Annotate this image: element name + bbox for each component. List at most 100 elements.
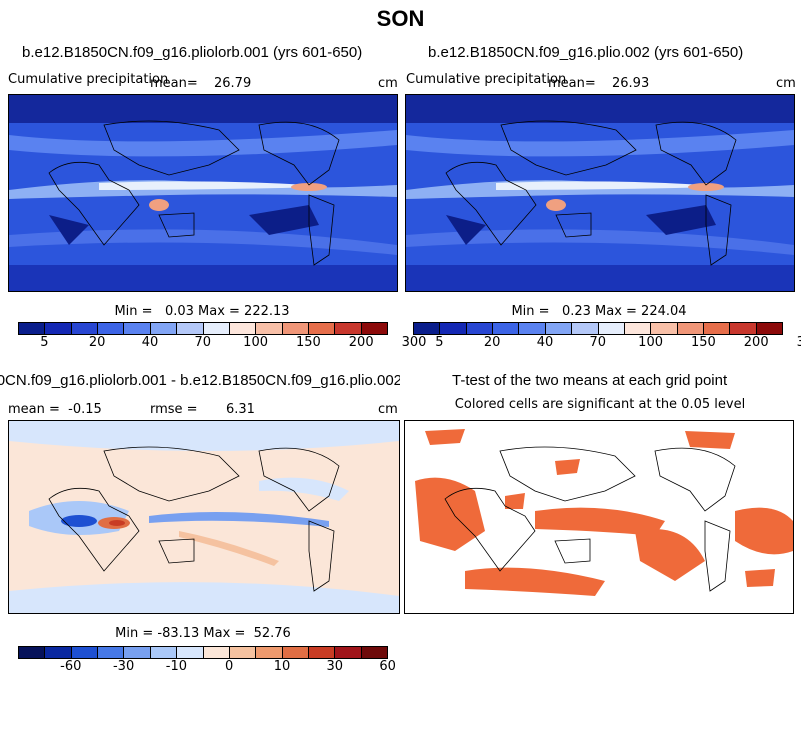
colorbar-swatch <box>71 323 99 334</box>
colorbar-tick-label: 150 <box>690 335 716 350</box>
colorbar-swatch <box>98 323 125 334</box>
colorbar-tick-label: 70 <box>194 335 212 350</box>
colorbar-swatch <box>203 323 230 334</box>
colorbar-swatch <box>256 647 283 658</box>
colorbar-swatch <box>703 323 731 334</box>
colorbar-tick-label: 20 <box>88 335 106 350</box>
colorbar-swatch <box>19 647 46 658</box>
colorbar-tick-label: 300 <box>796 335 801 350</box>
colorbar-tick-label: 150 <box>295 335 321 350</box>
panel3-title-clip: b.e12.B1850CN.f09_g16.pliolorb.001 - b.e… <box>0 372 400 392</box>
panel3-rmse-label: rmse = <box>150 402 198 417</box>
colorbar-tick-label: 40 <box>141 335 159 350</box>
colorbar-swatch <box>598 323 625 334</box>
colorbar-tick-label: 300 <box>401 335 427 350</box>
colorbar-tick-label: 0 <box>225 659 234 674</box>
colorbar-swatch <box>624 323 652 334</box>
panel1-colorbar-strip <box>18 322 388 335</box>
panel1-unit: cm <box>378 76 398 91</box>
colorbar-tick-label: 20 <box>483 335 501 350</box>
panel3-mean: mean = -0.15 <box>8 402 102 417</box>
panel1-left-label: Cumulative precipitation <box>8 72 169 87</box>
panel3-min-max: Min = -83.13 Max = 52.76 <box>115 626 291 641</box>
panel2-min-max: Min = 0.23 Max = 224.04 <box>511 304 687 319</box>
panel2-colorbar: 5 20 40 70 100 150 200 300 <box>413 322 801 351</box>
colorbar-swatch <box>282 647 309 658</box>
colorbar-swatch <box>651 323 678 334</box>
panel4-map <box>404 420 794 614</box>
colorbar-swatch <box>282 323 309 334</box>
colorbar-swatch <box>519 323 546 334</box>
colorbar-swatch <box>493 323 520 334</box>
colorbar-tick-label: 60 <box>379 659 396 674</box>
colorbar-tick-label: 100 <box>243 335 269 350</box>
colorbar-tick-label: 5 <box>435 335 444 350</box>
panel4-subtitle: Colored cells are significant at the 0.0… <box>454 397 746 412</box>
colorbar-swatch <box>229 323 257 334</box>
colorbar-swatch <box>256 323 283 334</box>
panel3-diff-field <box>9 421 399 613</box>
colorbar-tick-label: -60 <box>60 659 82 674</box>
colorbar-swatch <box>335 323 362 334</box>
colorbar-swatch <box>572 323 599 334</box>
colorbar-swatch <box>177 647 204 658</box>
colorbar-swatch <box>756 323 783 334</box>
colorbar-swatch <box>440 323 467 334</box>
colorbar-swatch <box>177 323 204 334</box>
panel1-colorbar: 5 20 40 70 100 150 200 300 <box>18 322 426 351</box>
colorbar-swatch <box>308 323 336 334</box>
colorbar-swatch <box>545 323 573 334</box>
colorbar-tick-label: 100 <box>638 335 664 350</box>
panel1-mean-label: mean= <box>150 76 198 91</box>
colorbar-swatch <box>19 323 46 334</box>
colorbar-tick-label: 70 <box>589 335 607 350</box>
colorbar-tick-label: -10 <box>165 659 188 674</box>
colorbar-swatch <box>150 647 178 658</box>
colorbar-swatch <box>414 323 441 334</box>
colorbar-tick-label: 30 <box>326 659 344 674</box>
panel4-title: T-test of the two means at each grid poi… <box>452 372 728 389</box>
panel2-colorbar-ticks: 5 20 40 70 100 150 200 300 <box>413 335 801 351</box>
panel1-mean-value: 26.79 <box>214 76 252 91</box>
panel3-map <box>8 420 400 614</box>
colorbar-swatch <box>361 323 388 334</box>
panel3-unit: cm <box>378 402 398 417</box>
panel1-precip-field <box>9 95 397 291</box>
panel3-rmse-value: 6.31 <box>226 402 255 417</box>
colorbar-swatch <box>361 647 388 658</box>
colorbar-tick-label: 5 <box>40 335 49 350</box>
colorbar-tick-label: 10 <box>273 659 291 674</box>
panel1-title: b.e12.B1850CN.f09_g16.pliolorb.001 (yrs … <box>22 44 363 61</box>
panel3-colorbar: -60 -30 -10 0 10 30 60 <box>18 646 396 675</box>
colorbar-swatch <box>71 647 99 658</box>
panel3-colorbar-strip <box>18 646 388 659</box>
panel1-map <box>8 94 398 292</box>
colorbar-tick-label: 40 <box>536 335 554 350</box>
colorbar-swatch <box>124 647 151 658</box>
panel3-title: b.e12.B1850CN.f09_g16.pliolorb.001 - b.e… <box>0 372 400 389</box>
colorbar-swatch <box>98 647 125 658</box>
panel2-map <box>405 94 795 292</box>
colorbar-tick-label: 200 <box>743 335 769 350</box>
panel3-colorbar-ticks: -60 -30 -10 0 10 30 60 <box>18 659 396 675</box>
colorbar-tick-label: 200 <box>348 335 374 350</box>
panel2-colorbar-strip <box>413 322 783 335</box>
figure-title: SON <box>376 6 425 31</box>
panel2-mean-label: mean= <box>548 76 596 91</box>
colorbar-swatch <box>229 647 257 658</box>
colorbar-swatch <box>45 647 72 658</box>
colorbar-swatch <box>335 647 362 658</box>
colorbar-swatch <box>466 323 494 334</box>
colorbar-swatch <box>203 647 230 658</box>
colorbar-swatch <box>124 323 151 334</box>
colorbar-swatch <box>308 647 336 658</box>
panel4-significance-field <box>405 421 793 613</box>
panel1-min-max: Min = 0.03 Max = 222.13 <box>114 304 290 319</box>
colorbar-swatch <box>677 323 704 334</box>
panel2-unit: cm <box>776 76 796 91</box>
panel2-precip-field <box>406 95 794 291</box>
colorbar-swatch <box>150 323 178 334</box>
colorbar-tick-label: -30 <box>112 659 135 674</box>
panel2-left-label: Cumulative precipitation <box>406 72 567 87</box>
panel2-title: b.e12.B1850CN.f09_g16.plio.002 (yrs 601-… <box>428 44 744 61</box>
